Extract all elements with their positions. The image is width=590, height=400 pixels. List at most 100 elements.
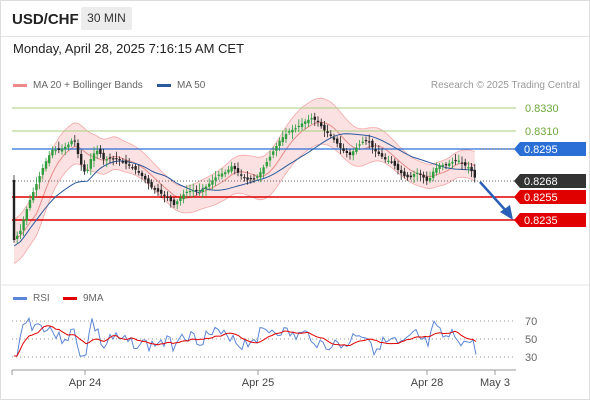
candle-body [156, 188, 160, 192]
candle-body [278, 140, 281, 146]
candle-body [345, 150, 348, 153]
candle-body [233, 165, 236, 170]
legend-ma50-label: MA 50 [177, 80, 206, 91]
candle-body [358, 144, 361, 146]
legend-ma9: 9MA [63, 293, 104, 304]
candle-body [275, 146, 278, 151]
candle-body [364, 140, 368, 142]
candle-body [76, 143, 80, 154]
candle-body [172, 199, 176, 205]
candle-body [406, 174, 409, 178]
rsi-9ma-line [14, 325, 477, 357]
bollinger-upper-line [13, 97, 475, 221]
candle-body [54, 150, 57, 152]
candle-body [83, 164, 86, 172]
candle-body [166, 196, 169, 198]
candle-body [425, 176, 428, 181]
candle-body [112, 158, 115, 160]
candle-body [12, 179, 16, 240]
candle-body [374, 149, 377, 152]
candle-body [393, 160, 396, 166]
candle-body [316, 120, 320, 123]
candle-body [284, 134, 288, 139]
candle-body [192, 190, 195, 192]
candle-body [294, 128, 297, 130]
candle-body [428, 178, 432, 181]
candle-body [422, 174, 425, 178]
candle-body [361, 141, 364, 143]
candle-body [377, 151, 380, 154]
timeframe-button[interactable]: 30 MIN [81, 7, 132, 30]
candle-body [86, 169, 89, 171]
candle-body [326, 131, 329, 133]
candle-body [67, 144, 70, 148]
candle-body [163, 194, 166, 196]
candle-body [128, 164, 131, 166]
candle-body [313, 116, 316, 120]
legend-rsi-label: RSI [33, 293, 50, 304]
candle-body [240, 174, 243, 176]
x-label-may3: May 3 [480, 377, 510, 389]
candle-body [227, 169, 230, 173]
candle-body [297, 125, 300, 128]
candle-body [320, 122, 323, 127]
candle-body [44, 161, 48, 169]
candle-body [211, 180, 214, 185]
candle-body [403, 171, 406, 177]
candle-body [96, 150, 99, 155]
candle-body [396, 163, 400, 170]
legend-ma50: MA 50 [157, 80, 205, 91]
candle-body [99, 148, 102, 154]
candle-body [137, 171, 140, 173]
pivot-tag [514, 142, 586, 156]
candle-body [412, 174, 416, 177]
candle-body [57, 148, 60, 150]
candle-body [371, 140, 374, 148]
candle-body [115, 158, 118, 160]
symbol-title: USD/CHF [12, 11, 79, 28]
candle-body [352, 151, 355, 156]
level-label-current: 0.8268 [524, 176, 558, 188]
candle-body [268, 156, 272, 161]
candle-body [140, 172, 144, 176]
candle-body [73, 140, 76, 142]
candle-body [102, 152, 105, 160]
candle-body [438, 165, 441, 169]
candle-body [64, 146, 67, 150]
candle-body [272, 151, 275, 155]
candle-body [195, 189, 198, 192]
candle-body [390, 161, 393, 163]
candle-body [454, 159, 457, 162]
candle-body [208, 183, 211, 187]
candle-body [400, 170, 403, 174]
candle-body [281, 137, 284, 143]
candle-body [105, 159, 108, 161]
candle-body [380, 153, 384, 157]
ma9-swatch-icon [63, 296, 77, 300]
candle-body [32, 192, 35, 201]
candle-body [134, 166, 137, 170]
current-price-tag [514, 174, 586, 188]
candle-body [124, 160, 128, 164]
candle-body [348, 152, 352, 155]
rsi-swatch-icon [13, 296, 27, 300]
candle-body [265, 162, 268, 167]
candle-body [80, 153, 83, 165]
candle-body [310, 118, 313, 120]
candle-body [51, 150, 54, 156]
candle-body [118, 158, 121, 161]
candle-body [188, 191, 192, 193]
candle-body [387, 160, 390, 162]
candle-body [288, 131, 291, 133]
level-label-s1: 0.8255 [524, 192, 558, 204]
candle-body [448, 163, 451, 166]
candle-body [246, 177, 249, 180]
candle-body [470, 166, 473, 172]
x-label-apr24: Apr 24 [69, 377, 101, 389]
forecast-arrow-line [479, 181, 508, 213]
candle-body [329, 134, 332, 136]
candle-body [169, 197, 172, 202]
candle-body [409, 175, 412, 178]
candle-body [435, 168, 438, 173]
